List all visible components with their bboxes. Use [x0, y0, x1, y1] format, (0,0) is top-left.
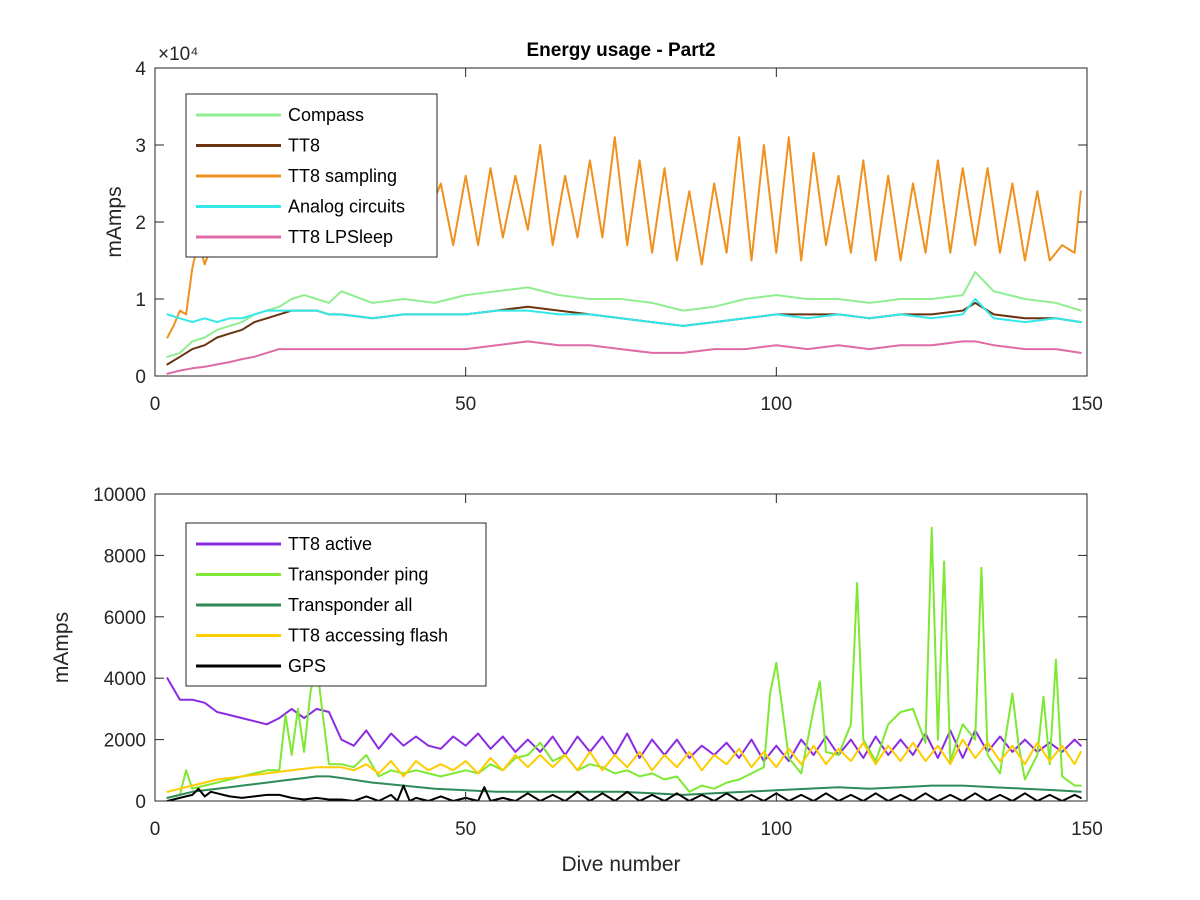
- top-legend: Compass TT8 TT8 sampling Analog circuits TT8…: [185, 93, 438, 258]
- chart-title: Energy usage - Part2: [526, 40, 715, 61]
- top-y-tick-label: 1: [135, 290, 146, 311]
- bottom-series-group: [166, 526, 1082, 801]
- series-line-analog-circuits: [166, 298, 1082, 327]
- bottom-legend: TT8 active Transponder ping Transponder al…: [185, 522, 487, 687]
- series-line-tt8-lpsleep: [166, 340, 1082, 375]
- bottom-x-axis-label: Dive number: [561, 853, 680, 876]
- series-line-tt8-accessing-flash: [166, 738, 1082, 793]
- bottom-x-tick-label: 150: [1071, 819, 1103, 840]
- top-x-tick-label: 0: [150, 394, 161, 415]
- top-y-tick-label: 0: [135, 367, 146, 388]
- bottom-x-tick-label: 50: [455, 819, 476, 840]
- top-plot: 0 50 100 150 0 1 2 3 4 mAmps Compass TT8 TT8 samplin…: [103, 59, 1103, 415]
- bottom-y-tick-label: 0: [135, 792, 146, 813]
- bottom-y-tick-label: 8000: [104, 546, 146, 567]
- top-x-tick-label: 50: [455, 394, 476, 415]
- legend-label-tt8-sampling: TT8 sampling: [288, 166, 397, 186]
- legend-label-transponder-all: Transponder all: [288, 595, 412, 615]
- bottom-y-tick-label: 10000: [93, 485, 146, 506]
- top-x-tick-label: 100: [760, 394, 792, 415]
- series-line-compass: [166, 271, 1082, 358]
- series-line-gps: [166, 784, 1082, 801]
- bottom-y-tick-label: 4000: [104, 669, 146, 690]
- top-y-axis-label: mAmps: [103, 186, 126, 257]
- top-y-exponent-label: ×10⁴: [158, 44, 198, 65]
- legend-label-tt8: TT8: [288, 136, 320, 156]
- bottom-x-tick-label: 100: [760, 819, 792, 840]
- series-line-transponder-all: [166, 775, 1082, 799]
- top-y-tick-label: 4: [135, 59, 146, 80]
- bottom-axes-box: [154, 493, 1088, 802]
- series-line-transponder-ping: [166, 526, 1082, 799]
- top-y-tick-label: 3: [135, 136, 146, 157]
- legend-label-analog-circuits: Analog circuits: [288, 197, 405, 217]
- top-series-group: [166, 136, 1082, 375]
- legend-label-tt8-active: TT8 active: [288, 534, 372, 554]
- top-x-tick-label: 150: [1071, 394, 1103, 415]
- bottom-plot: 0 50 100 150 0 2000 4000 6000 8000 10000 mAmps Dive…: [50, 485, 1103, 876]
- bottom-y-axis-label: mAmps: [50, 612, 73, 683]
- legend-label-tt8-accessing-flash: TT8 accessing flash: [288, 626, 448, 646]
- series-line-tt8: [166, 301, 1082, 366]
- bottom-y-tick-label: 2000: [104, 731, 146, 752]
- bottom-x-tick-label: 0: [150, 819, 161, 840]
- legend-label-transponder-ping: Transponder ping: [288, 565, 428, 585]
- legend-label-compass: Compass: [288, 105, 364, 125]
- bottom-y-tick-label: 6000: [104, 608, 146, 629]
- top-y-tick-label: 2: [135, 213, 146, 234]
- legend-label-tt8-lpsleep: TT8 LPSleep: [288, 227, 393, 247]
- legend-label-gps: GPS: [288, 656, 326, 676]
